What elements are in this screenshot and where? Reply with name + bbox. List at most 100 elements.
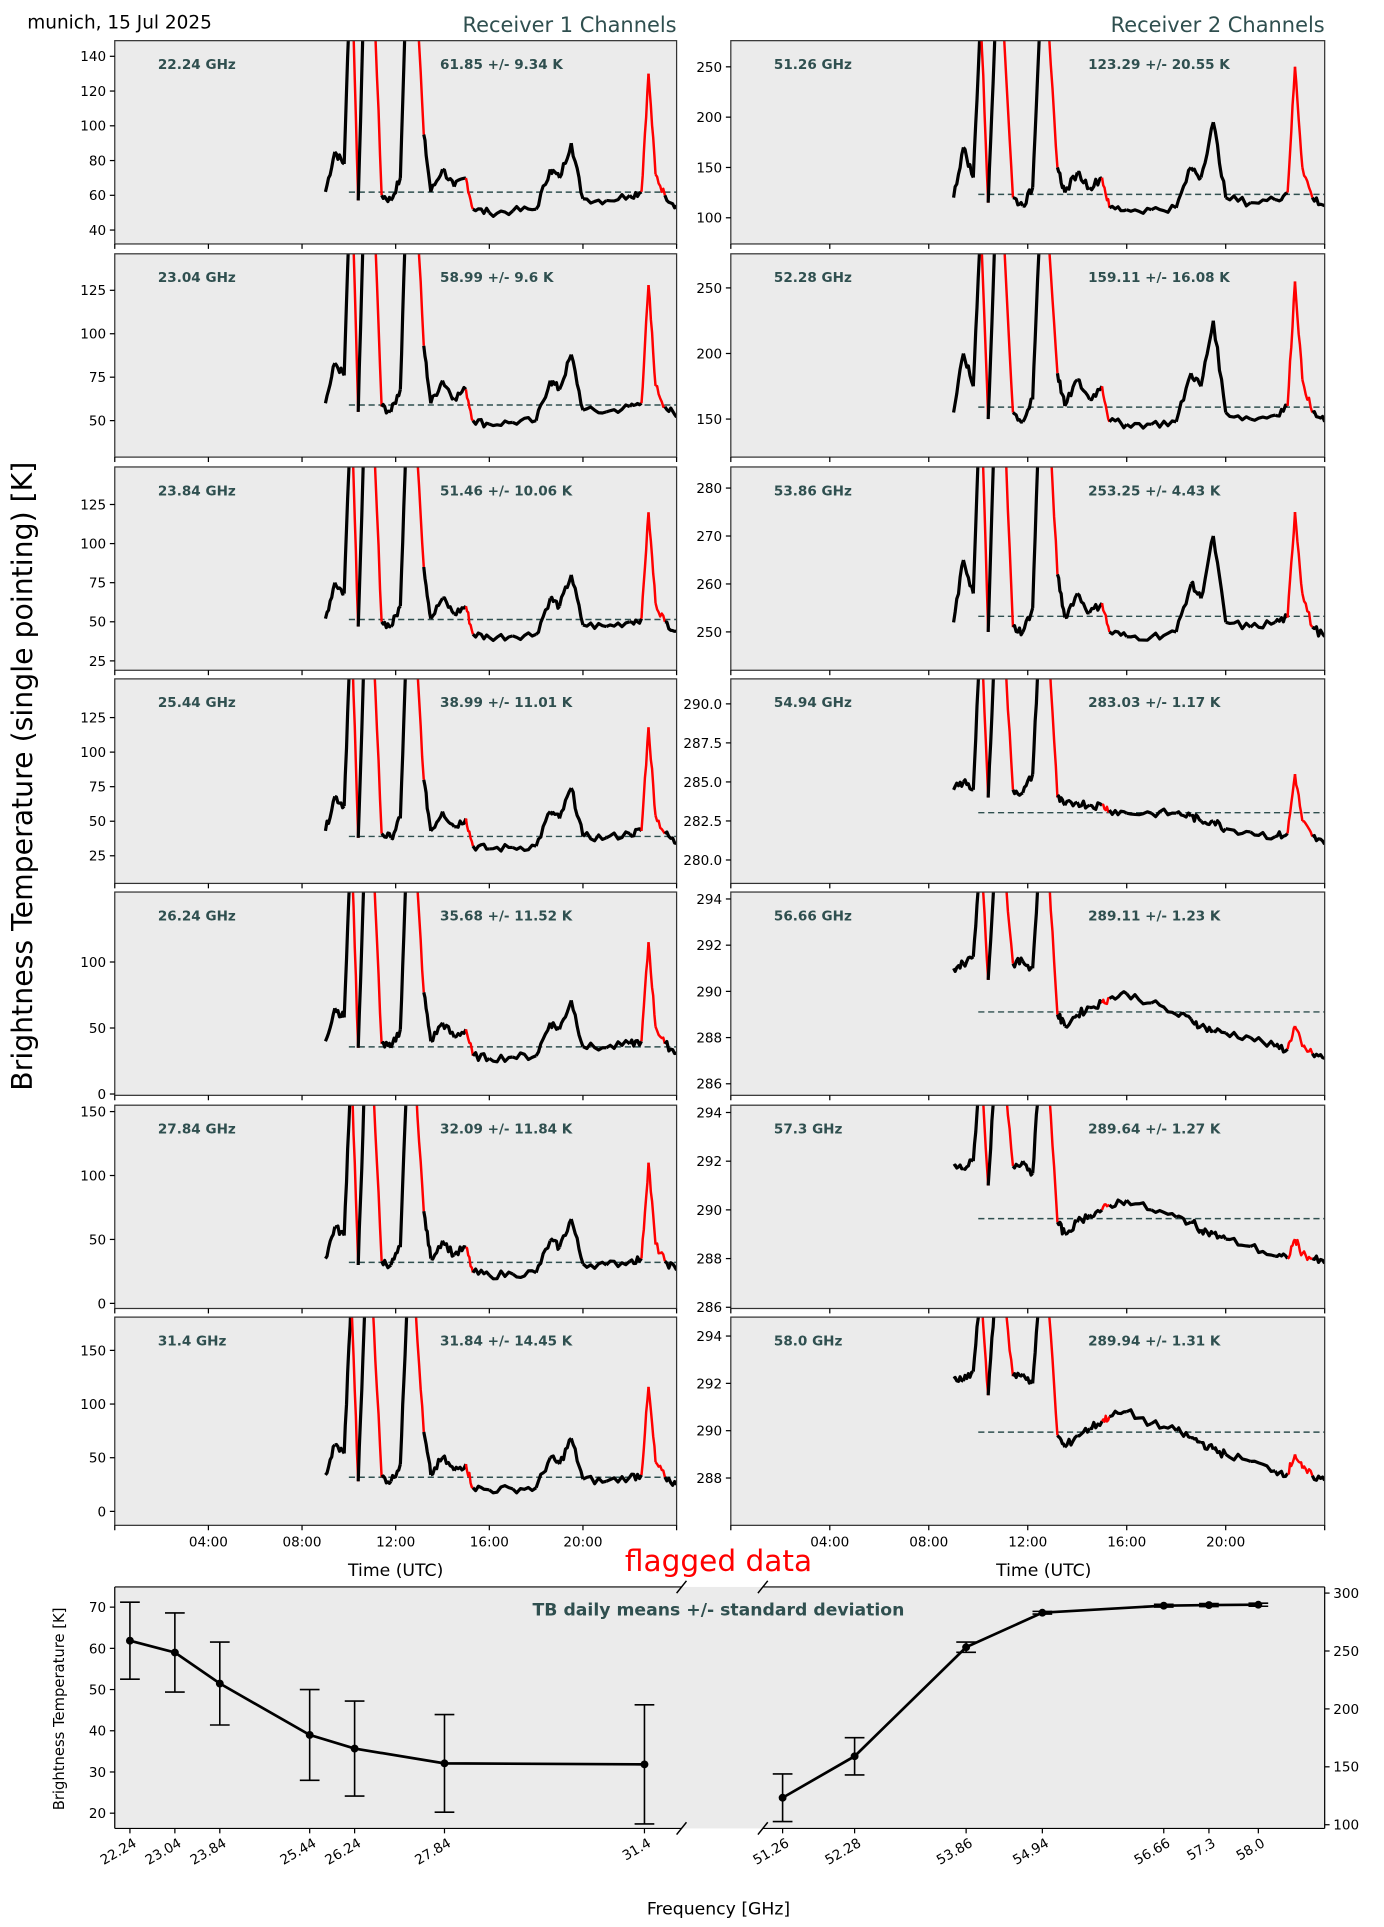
data-segment bbox=[334, 794, 346, 810]
flagged-data-segment bbox=[1050, 466, 1059, 575]
data-segment bbox=[429, 597, 444, 620]
flagged-data-segment bbox=[640, 942, 650, 1042]
y-tick-label: 290 bbox=[696, 1424, 722, 1440]
y-tick-label: 0 bbox=[98, 1296, 107, 1312]
flagged-data-segment bbox=[1005, 466, 1015, 628]
data-segment bbox=[986, 892, 996, 980]
flagged-data-segment bbox=[1048, 253, 1059, 374]
flagged-data-segment bbox=[1048, 1317, 1059, 1436]
x-tick-label: 08:00 bbox=[909, 1534, 948, 1550]
channel-frequency-label: 23.04 GHz bbox=[158, 270, 236, 286]
flagged-data-segment bbox=[1005, 1105, 1015, 1167]
data-segment bbox=[1011, 789, 1024, 797]
channel-frequency-label: 58.0 GHz bbox=[774, 1333, 843, 1349]
flagged-data-segment bbox=[1286, 773, 1297, 834]
data-segment bbox=[1190, 1218, 1203, 1234]
data-segment bbox=[380, 1040, 393, 1049]
data-segment bbox=[605, 620, 631, 629]
summary-xlabel: Frequency [GHz] bbox=[647, 1900, 790, 1920]
flagged-data-segment bbox=[351, 892, 360, 1048]
data-segment bbox=[1212, 1027, 1227, 1035]
data-segment bbox=[1199, 535, 1215, 599]
panel-2544: 25 50 75 100 125 25.44 GHz 38.99 +/- 11.01 K bbox=[80, 678, 678, 889]
y-tick-label: 75 bbox=[89, 370, 106, 386]
data-segment bbox=[569, 354, 585, 411]
flagged-data-segment bbox=[996, 13, 1003, 21]
data-segment bbox=[1075, 1213, 1091, 1224]
data-segment bbox=[558, 353, 573, 390]
data-segment bbox=[356, 1105, 366, 1266]
data-segment bbox=[422, 134, 433, 193]
data-segment bbox=[986, 1317, 996, 1396]
data-segment bbox=[534, 810, 552, 847]
y-tick-label: 288 bbox=[696, 1471, 722, 1487]
y-tick-label: 0 bbox=[98, 1087, 107, 1103]
data-segment bbox=[342, 1105, 352, 1236]
flagged-data-segment bbox=[1003, 40, 1015, 198]
x-tick-label: 04:00 bbox=[189, 1534, 228, 1550]
panel-background bbox=[730, 40, 1325, 244]
data-segment bbox=[605, 403, 631, 414]
y-tick-label: 75 bbox=[89, 780, 106, 796]
flagged-data-segment bbox=[1301, 1044, 1314, 1055]
channel-frequency-label: 25.44 GHz bbox=[158, 695, 236, 711]
mean-point bbox=[215, 1679, 224, 1688]
y-tick-label: 294 bbox=[696, 1105, 722, 1121]
x-tick-label: 12:00 bbox=[376, 1534, 415, 1550]
data-segment bbox=[1011, 1371, 1025, 1380]
data-segment bbox=[1108, 808, 1128, 817]
mean-point bbox=[350, 1744, 359, 1753]
left-y-tick-label: 70 bbox=[89, 1600, 106, 1616]
data-segment bbox=[1150, 999, 1177, 1016]
y-tick-label: 200 bbox=[696, 110, 722, 126]
y-tick-label: 100 bbox=[80, 1168, 106, 1184]
data-segment bbox=[512, 1051, 537, 1062]
data-segment bbox=[1249, 619, 1276, 630]
panel-2384: 25 50 75 100 125 23.84 GHz 51.46 +/- 10.06 K bbox=[80, 466, 678, 676]
flagged-data-segment bbox=[374, 40, 383, 196]
data-segment bbox=[582, 621, 607, 630]
data-segment bbox=[389, 605, 402, 628]
flagged-data-segment bbox=[464, 605, 475, 635]
data-segment bbox=[488, 209, 514, 218]
data-segment bbox=[323, 1007, 337, 1042]
data-segment bbox=[971, 253, 981, 387]
x-tick-label: 57.3 bbox=[1184, 1835, 1218, 1864]
data-segment bbox=[453, 605, 468, 617]
flagged-data-segment bbox=[1101, 1414, 1111, 1423]
data-segment bbox=[558, 787, 573, 819]
data-segment bbox=[380, 1474, 393, 1485]
data-segment bbox=[380, 402, 392, 415]
data-segment bbox=[629, 618, 643, 626]
data-segment bbox=[398, 466, 407, 607]
data-segment bbox=[1274, 830, 1289, 840]
data-segment bbox=[952, 780, 965, 791]
flagged-data-segment bbox=[980, 40, 990, 203]
x-tick-label: 58.0 bbox=[1234, 1835, 1268, 1864]
flagged-data-segment bbox=[373, 678, 383, 834]
panel-573: 286 288 290 292 294 57.3 GHz 289.64 +/- 1.27 K bbox=[696, 1104, 1326, 1316]
y-tick-label: 0 bbox=[98, 1504, 107, 1520]
mean-point bbox=[778, 1793, 787, 1802]
data-segment bbox=[961, 353, 975, 387]
data-segment bbox=[1211, 535, 1228, 623]
data-segment bbox=[380, 620, 392, 630]
flagged-data-segment bbox=[351, 466, 360, 627]
x-tick-label: 12:00 bbox=[1008, 1534, 1047, 1550]
data-segment bbox=[1199, 819, 1214, 827]
data-segment bbox=[1075, 799, 1091, 810]
left-y-tick-label: 20 bbox=[89, 1806, 106, 1822]
time-series-panels: 40 60 80 100 120 140 22.24 GHz 61.85 +/- 9.34 K… bbox=[80, 13, 1326, 1550]
data-segment bbox=[1063, 799, 1078, 808]
data-segment bbox=[422, 345, 433, 404]
panel-background bbox=[114, 253, 677, 458]
y-tick-label: 80 bbox=[89, 153, 106, 169]
data-segment bbox=[323, 795, 337, 832]
y-tick-label: 100 bbox=[80, 537, 106, 553]
right-y-tick-label: 250 bbox=[1333, 1644, 1359, 1660]
location-date: munich, 15 Jul 2025 bbox=[27, 12, 212, 33]
data-segment bbox=[1174, 372, 1193, 423]
channel-mean-std-label: 31.84 +/- 14.45 K bbox=[440, 1333, 573, 1349]
data-segment bbox=[1011, 624, 1025, 637]
flagged-data-segment bbox=[416, 678, 426, 780]
